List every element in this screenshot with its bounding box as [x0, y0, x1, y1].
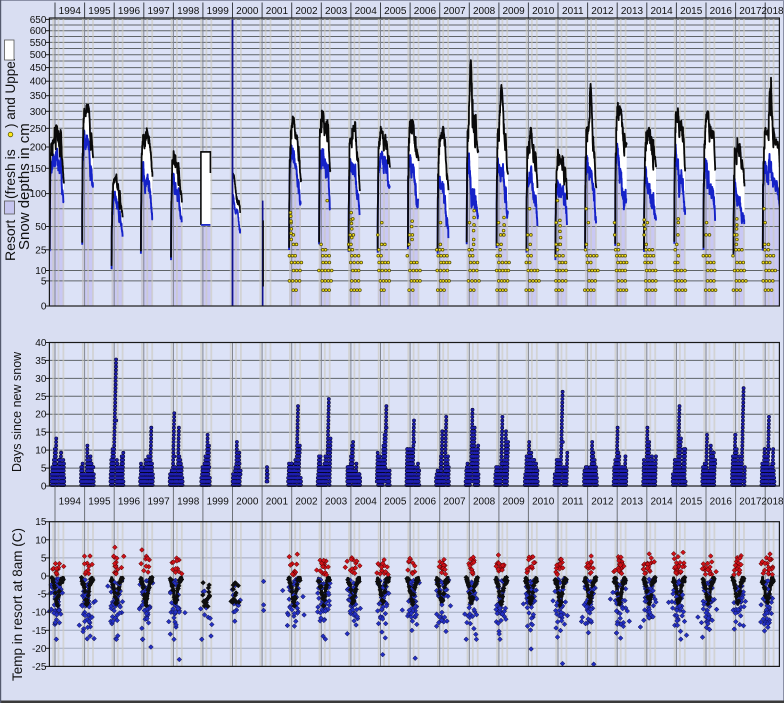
svg-text:2016: 2016 [710, 6, 733, 17]
svg-text:2001: 2001 [266, 497, 289, 508]
svg-text:600: 600 [30, 26, 47, 37]
svg-text:2002: 2002 [295, 497, 318, 508]
svg-text:2004: 2004 [355, 6, 378, 17]
svg-text:30: 30 [35, 374, 47, 385]
svg-text:2008: 2008 [473, 497, 496, 508]
svg-text:10: 10 [35, 535, 47, 546]
svg-text:400: 400 [30, 77, 47, 88]
svg-text:2003: 2003 [325, 6, 348, 17]
svg-text:2011: 2011 [562, 6, 584, 17]
svg-text:15: 15 [35, 428, 47, 439]
svg-text:2007: 2007 [443, 6, 466, 17]
svg-text:25: 25 [35, 245, 47, 256]
svg-text:2007: 2007 [443, 497, 466, 508]
svg-text:1997: 1997 [147, 6, 170, 17]
svg-text:Snow depths in cm: Snow depths in cm [16, 123, 33, 250]
svg-text:2004: 2004 [355, 497, 378, 508]
svg-text:2010: 2010 [532, 497, 555, 508]
svg-text:(fresh is: (fresh is [2, 149, 18, 199]
svg-text:1994: 1994 [59, 497, 82, 508]
svg-text:2001: 2001 [266, 6, 289, 17]
svg-text:1994: 1994 [59, 6, 82, 17]
svg-text:200: 200 [30, 143, 47, 154]
svg-text:10: 10 [35, 446, 47, 457]
svg-text:2014: 2014 [650, 6, 673, 17]
svg-text:5: 5 [41, 553, 47, 564]
svg-text:2000: 2000 [236, 497, 259, 508]
svg-text:2003: 2003 [325, 497, 348, 508]
svg-text:2016: 2016 [710, 497, 733, 508]
svg-text:Resort: Resort [2, 220, 18, 261]
svg-text:1995: 1995 [88, 497, 111, 508]
svg-text:500: 500 [30, 50, 47, 61]
svg-text:2012: 2012 [591, 6, 614, 17]
svg-text:2005: 2005 [384, 6, 407, 17]
svg-text:40: 40 [35, 338, 47, 349]
svg-text:2018: 2018 [761, 497, 784, 508]
svg-text:10: 10 [35, 266, 47, 277]
svg-text:2006: 2006 [414, 497, 437, 508]
svg-text:650: 650 [30, 15, 47, 26]
svg-text:5: 5 [41, 276, 47, 287]
svg-text:1996: 1996 [118, 6, 141, 17]
svg-text:0: 0 [41, 572, 47, 583]
svg-text:2000: 2000 [236, 6, 259, 17]
svg-text:-25: -25 [32, 662, 47, 673]
svg-text:2010: 2010 [532, 6, 555, 17]
svg-text:2015: 2015 [680, 6, 703, 17]
svg-text:1996: 1996 [118, 497, 141, 508]
svg-text:2013: 2013 [621, 6, 644, 17]
svg-text:2015: 2015 [680, 497, 703, 508]
svg-text:2011: 2011 [562, 497, 584, 508]
svg-text:1995: 1995 [88, 6, 111, 17]
svg-text:2012: 2012 [591, 497, 614, 508]
svg-text:1997: 1997 [147, 497, 170, 508]
svg-text:20: 20 [35, 410, 47, 421]
svg-text:2017: 2017 [739, 497, 762, 508]
svg-text:5: 5 [41, 464, 47, 475]
svg-text:2017: 2017 [739, 6, 762, 17]
svg-text:2002: 2002 [295, 6, 318, 17]
svg-text:Temp in resort at 8am (C): Temp in resort at 8am (C) [10, 528, 25, 681]
svg-text:300: 300 [30, 107, 47, 118]
svg-text:1998: 1998 [177, 6, 200, 17]
svg-text:-10: -10 [32, 608, 47, 619]
svg-text:1999: 1999 [207, 497, 230, 508]
svg-text:550: 550 [30, 38, 47, 49]
svg-text:25: 25 [35, 392, 47, 403]
svg-text:250: 250 [30, 124, 47, 135]
svg-text:1998: 1998 [177, 497, 200, 508]
svg-text:100: 100 [30, 189, 47, 200]
svg-text:-15: -15 [32, 626, 47, 637]
svg-text:50: 50 [35, 222, 47, 233]
svg-text:-20: -20 [32, 644, 47, 655]
svg-text:2013: 2013 [621, 497, 644, 508]
svg-text:0: 0 [41, 302, 47, 313]
svg-text:2008: 2008 [473, 6, 496, 17]
svg-text:450: 450 [30, 63, 47, 74]
svg-text:0: 0 [41, 482, 47, 493]
svg-text:2006: 2006 [414, 6, 437, 17]
svg-text:2005: 2005 [384, 497, 407, 508]
svg-text:Days since new snow: Days since new snow [10, 351, 24, 472]
svg-text:2018: 2018 [761, 6, 784, 17]
svg-text:2014: 2014 [650, 497, 673, 508]
svg-text:2009: 2009 [502, 497, 525, 508]
svg-text:-5: -5 [37, 590, 46, 601]
svg-text:350: 350 [30, 91, 47, 102]
svg-text:2009: 2009 [502, 6, 525, 17]
svg-text:150: 150 [30, 164, 47, 175]
svg-text:15: 15 [35, 517, 47, 528]
svg-text:) and Upper: ) and Upper [3, 56, 18, 128]
svg-text:1999: 1999 [207, 6, 230, 17]
svg-text:35: 35 [35, 356, 47, 367]
